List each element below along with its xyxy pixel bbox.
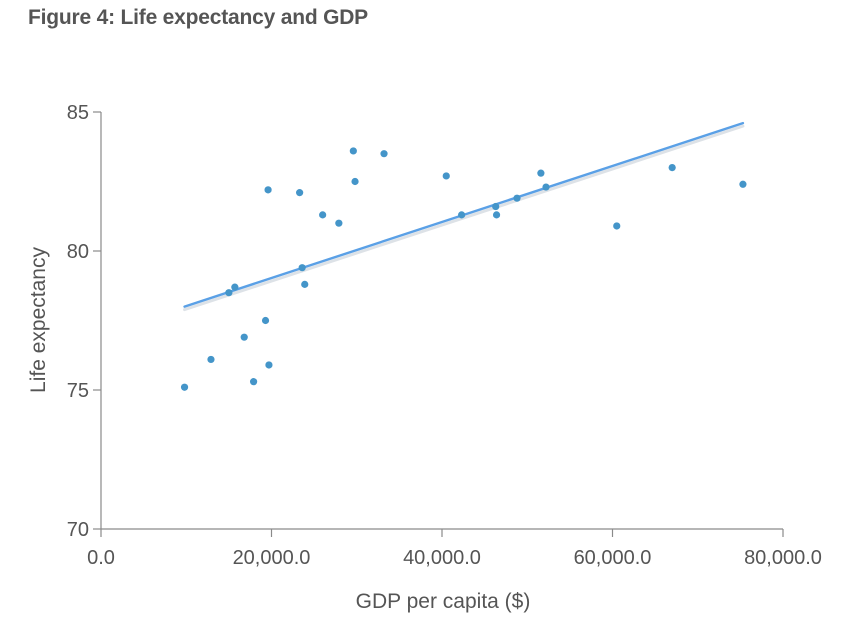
data-point [537,169,545,177]
data-point [240,333,248,341]
y-tick-label: 70 [67,519,89,541]
data-point [351,177,359,186]
data-point [298,264,306,272]
data-point [296,189,304,197]
data-point [513,194,521,202]
data-point [225,289,233,297]
y-axis-title: Life expectancy [27,247,50,393]
data-point [542,183,550,191]
data-point [319,211,327,219]
data-point [492,211,501,219]
data-point [261,316,270,325]
data-point [301,280,309,288]
y-tick-label: 80 [67,241,89,263]
x-axis-title: GDP per capita ($) [356,590,531,613]
data-point [335,219,343,227]
x-tick-label: 40,000.0 [403,547,481,569]
data-point [249,378,258,386]
data-point [380,150,388,158]
x-tick-label: 0.0 [87,547,115,569]
data-point [613,222,621,230]
y-tick-label: 75 [67,380,89,402]
data-point [492,202,500,211]
data-point [349,147,357,155]
data-point [739,180,747,188]
data-point [231,283,239,291]
data-point [264,186,272,194]
axes: 70 75 80 85 0.0 20,000.0 40,000.0 60,000.0 80,00… [67,102,822,569]
chart-title: Figure 4: Life expectancy and GDP [28,6,368,29]
y-tick-label: 85 [67,102,89,124]
data-point [668,164,676,172]
data-point [442,172,450,180]
trendline-shadow [183,124,745,312]
data-point [458,211,466,219]
data-points [180,147,747,391]
x-tick-label: 60,000.0 [574,547,652,569]
x-tick-label: 80,000.0 [744,547,822,569]
data-point [265,361,273,369]
data-point [180,383,189,391]
x-tick-label: 20,000.0 [233,547,311,569]
data-point [207,355,215,364]
